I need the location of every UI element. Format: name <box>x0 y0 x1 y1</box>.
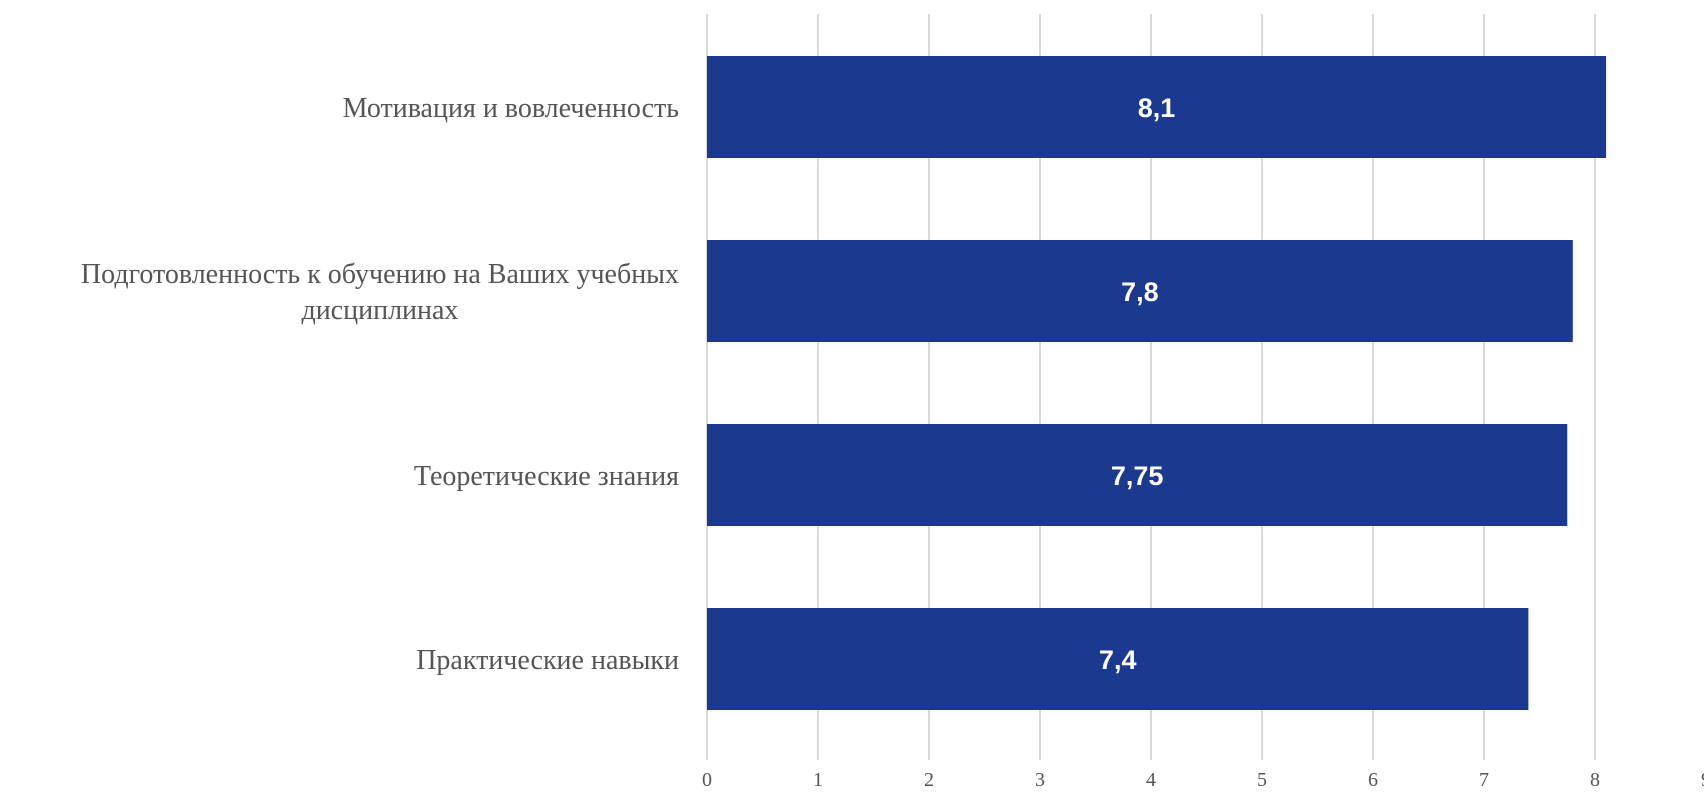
category-label: дисциплинах <box>301 295 458 326</box>
data-label: 7,75 <box>1111 461 1164 491</box>
x-tick-label: 2 <box>924 769 934 788</box>
x-axis-ticks: 0 1 2 3 4 5 6 7 8 9 <box>702 769 1704 791</box>
x-tick-label: 0 <box>702 769 712 788</box>
category-label: Теоретические знания <box>414 461 679 492</box>
x-tick-label: 9 <box>1701 769 1704 788</box>
data-label: 7,8 <box>1121 277 1159 307</box>
category-label: Практические навыки <box>416 645 679 676</box>
x-tick-label: 8 <box>1590 769 1600 788</box>
bar-layer <box>707 56 1607 710</box>
category-label: Мотивация и вовлеченность <box>343 93 679 124</box>
category-labels: Мотивация и вовлеченность Подготовленност… <box>81 93 679 676</box>
x-tick-label: 5 <box>1257 769 1267 788</box>
x-tick-label: 7 <box>1479 769 1489 788</box>
x-tick-label: 4 <box>1146 769 1156 788</box>
data-label: 7,4 <box>1099 645 1137 675</box>
category-label: Подготовленность к обучению на Ваших уче… <box>81 259 679 290</box>
bar <box>707 240 1573 342</box>
x-tick-label: 6 <box>1368 769 1378 788</box>
bar <box>707 424 1568 526</box>
data-label: 8,1 <box>1138 93 1176 123</box>
bar <box>707 56 1607 158</box>
x-tick-label: 1 <box>813 769 823 788</box>
data-labels: 8,1 7,8 7,75 7,4 <box>1099 93 1175 675</box>
x-tick-label: 3 <box>1035 769 1045 788</box>
bar <box>707 608 1529 710</box>
